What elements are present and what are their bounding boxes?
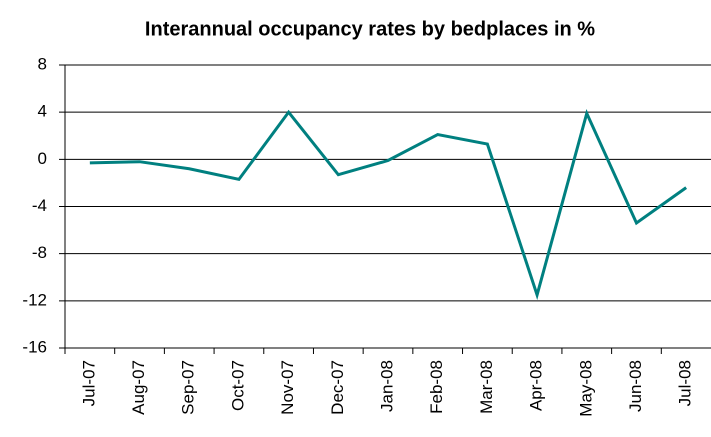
y-tick-label: 0 [38,149,47,168]
x-tick-label: May-08 [576,360,595,417]
x-tick-label: Dec-07 [328,360,347,415]
x-tick-label: Apr-08 [527,360,546,411]
y-tick-label: -12 [22,290,47,309]
x-tick-label: Jul-07 [79,360,98,406]
x-tick-label: Feb-08 [427,360,446,414]
y-tick-label: 8 [38,54,47,73]
y-tick-label: 4 [38,102,47,121]
x-tick-label: Oct-07 [228,360,247,411]
y-tick-label: -4 [32,196,47,215]
x-tick-label: Jun-08 [626,360,645,412]
y-tick-label: -16 [22,337,47,356]
chart-title: Interannual occupancy rates by bedplaces… [145,18,595,40]
y-tick-label: -8 [32,243,47,262]
x-tick-label: Sep-07 [179,360,198,415]
x-tick-label: Jul-08 [676,360,695,406]
line-series [89,108,688,301]
x-tick-label: Jan-08 [377,360,396,412]
x-tick-label: Aug-07 [129,360,148,415]
x-tick-label: Mar-08 [477,360,496,414]
x-tick-label: Nov-07 [278,360,297,415]
